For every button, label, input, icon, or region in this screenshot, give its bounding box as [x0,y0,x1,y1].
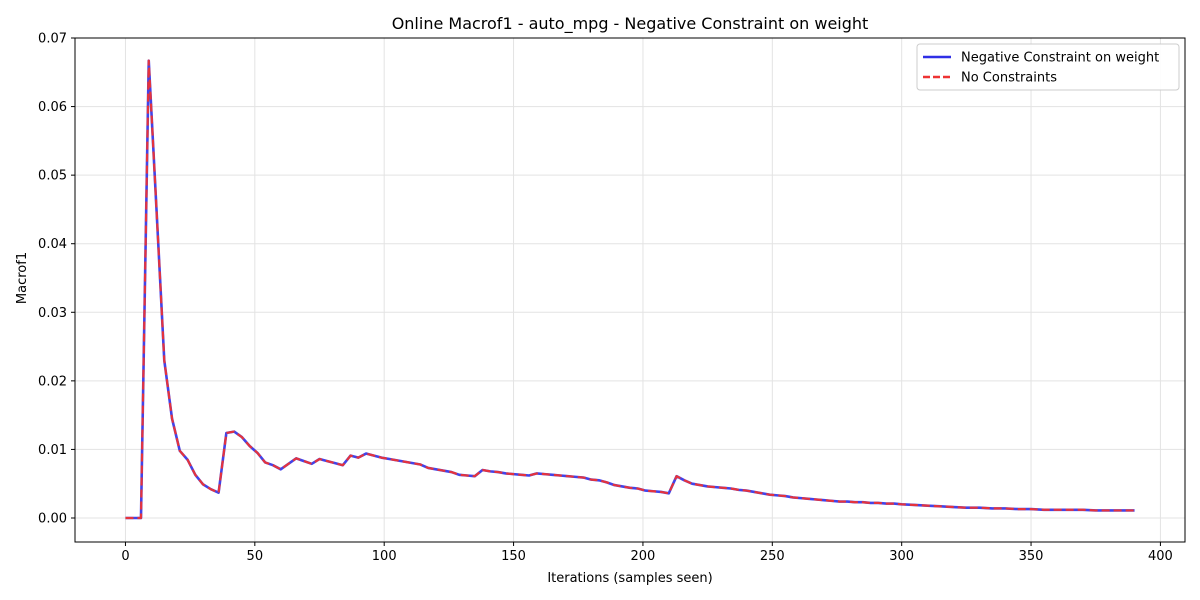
y-tick-label: 0.04 [38,237,67,252]
y-tick-label: 0.05 [38,169,67,184]
y-tick-label: 0.03 [38,306,67,321]
x-tick-label: 50 [247,549,264,564]
legend-label: Negative Constraint on weight [961,51,1159,66]
grid-lines [75,37,1185,542]
chart-title: Online Macrof1 - auto_mpg - Negative Con… [392,14,869,34]
legend-box [916,43,1180,91]
plot-frame [74,37,1186,543]
x-tick-label: 300 [889,549,914,564]
x-tick-label: 250 [760,549,785,564]
y-tick-label: 0.01 [38,443,67,458]
x-axis-ticks: 0 50 100 150 200 250 300 350 400 [121,542,1173,564]
y-tick-label: 0.06 [38,100,67,115]
y-axis-label: Macrof1 [15,252,30,304]
x-tick-label: 350 [1019,549,1044,564]
x-axis-label: Iterations (samples seen) [547,571,712,586]
series-layer [125,59,1135,520]
x-tick-label: 400 [1148,549,1173,564]
y-tick-label: 0.07 [38,32,67,47]
series-line-no-constraints [125,59,1135,520]
x-tick-label: 200 [631,549,656,564]
x-tick-label: 100 [372,549,397,564]
y-tick-label: 0.00 [38,512,67,527]
x-tick-label: 150 [501,549,526,564]
x-tick-label: 0 [121,549,129,564]
legend: Negative Constraint on weight No Constrai… [916,43,1180,91]
y-axis-ticks: 0.00 0.01 0.02 0.03 0.04 0.05 0.06 0.07 [38,32,75,527]
legend-label: No Constraints [961,71,1057,86]
y-tick-label: 0.02 [38,374,67,389]
